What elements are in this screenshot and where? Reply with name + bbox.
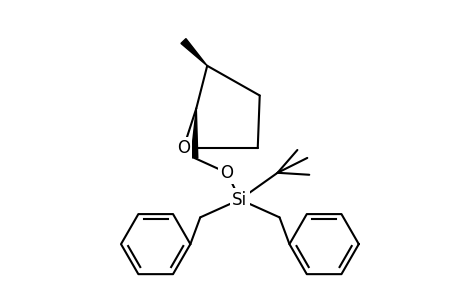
Polygon shape	[190, 108, 197, 158]
Text: Si: Si	[232, 190, 247, 208]
Text: O: O	[177, 139, 190, 157]
Polygon shape	[180, 39, 207, 66]
Text: O: O	[220, 164, 233, 182]
